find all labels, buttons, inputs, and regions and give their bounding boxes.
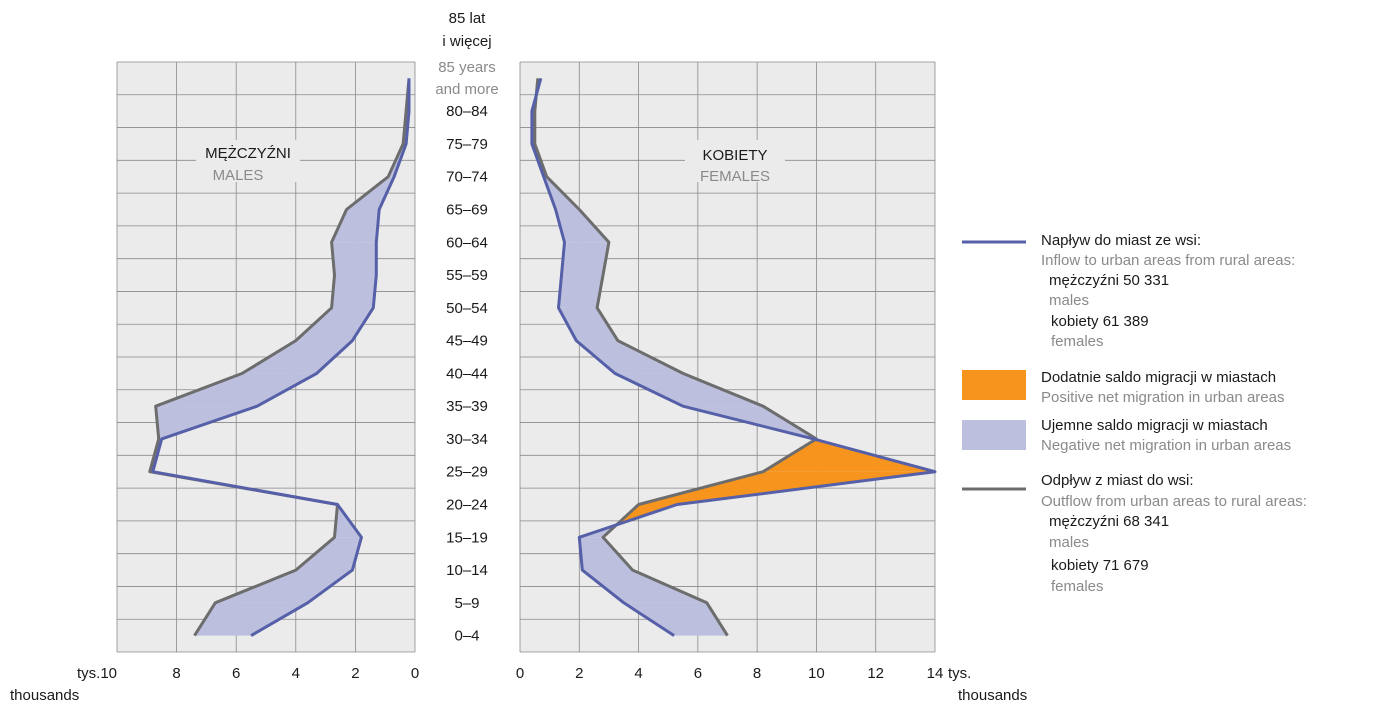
legend: Napływ do miast ze wsi: Inflow to urban … bbox=[962, 232, 1307, 595]
legend-positive-label-en: Positive net migration in urban areas bbox=[1041, 389, 1284, 406]
males-title-box bbox=[196, 140, 300, 182]
negative-net-segment bbox=[331, 242, 377, 276]
age-label: 70–74 bbox=[446, 169, 488, 186]
left-tick-label: 8 bbox=[172, 665, 180, 682]
flow-lines bbox=[148, 78, 937, 637]
left-tick-label: 6 bbox=[232, 665, 240, 682]
right-tick-label: 14 bbox=[927, 665, 944, 682]
negative-net-segment bbox=[614, 373, 764, 407]
age-label: 15–19 bbox=[446, 529, 488, 546]
age-label: 80–84 bbox=[446, 103, 488, 120]
age-group-labels: 0–4 5–9 10–14 15–19 20–24 25–29 30–34 35–39 40–4… bbox=[446, 103, 488, 644]
legend-inflow-males: mężczyźni 50 331 bbox=[1049, 272, 1169, 289]
age-label: 30–34 bbox=[446, 431, 488, 448]
legend-outflow-label-en: Outflow from urban areas to rural areas: bbox=[1041, 493, 1307, 510]
females-inflow-line bbox=[530, 78, 937, 637]
females-title: KOBIETY bbox=[702, 147, 767, 164]
age-label: 75–79 bbox=[446, 136, 488, 153]
age-label: 55–59 bbox=[446, 267, 488, 284]
negative-net-segment bbox=[579, 537, 633, 571]
right-tick-label: 10 bbox=[808, 665, 825, 682]
legend-outflow-females-en: females bbox=[1051, 578, 1104, 595]
age-label: 20–24 bbox=[446, 497, 488, 514]
positive-net-segment bbox=[763, 439, 935, 472]
negative-net-segment bbox=[558, 275, 603, 308]
legend-inflow-males-en: males bbox=[1049, 292, 1089, 309]
negative-net-segment bbox=[576, 340, 684, 374]
age-label: 65–69 bbox=[446, 202, 488, 219]
legend-inflow-females: kobiety 61 389 bbox=[1051, 313, 1149, 330]
negative-net-segment bbox=[194, 602, 308, 636]
age-label: 50–54 bbox=[446, 300, 488, 317]
right-tick-label: 0 bbox=[516, 665, 524, 682]
males-outflow-line bbox=[148, 78, 411, 637]
top-age-label-line2: i więcej bbox=[442, 33, 491, 50]
legend-negative-label: Ujemne saldo migracji w miastach bbox=[1041, 417, 1268, 434]
age-label: 25–29 bbox=[446, 464, 488, 481]
left-tick-label: 0 bbox=[411, 665, 419, 682]
males-title-en: MALES bbox=[213, 167, 264, 184]
legend-outflow-males: mężczyźni 68 341 bbox=[1049, 513, 1169, 530]
negative-net-segment bbox=[295, 307, 374, 341]
top-age-label-line1: 85 lat bbox=[449, 10, 487, 27]
top-age-label-en-line2: and more bbox=[435, 81, 498, 98]
legend-outflow-females: kobiety 71 679 bbox=[1051, 557, 1149, 574]
x-axis-ticks: tys.10 8 6 4 2 0 0 2 4 6 8 10 12 14 bbox=[77, 665, 943, 682]
right-tick-label: 2 bbox=[575, 665, 583, 682]
top-age-label-en-line1: 85 years bbox=[438, 59, 496, 76]
legend-negative-label-en: Negative net migration in urban areas bbox=[1041, 437, 1291, 454]
males-inflow-line bbox=[151, 78, 411, 637]
females-outflow-line bbox=[533, 78, 818, 637]
age-label: 0–4 bbox=[454, 628, 479, 645]
age-label: 10–14 bbox=[446, 562, 488, 579]
legend-positive-label: Dodatnie saldo migracji w miastach bbox=[1041, 369, 1276, 386]
left-tick-label: 4 bbox=[292, 665, 300, 682]
right-unit-label-en: thousands bbox=[958, 687, 1027, 704]
legend-negative-swatch bbox=[962, 420, 1026, 450]
negative-net-segment bbox=[623, 602, 728, 636]
age-label: 5–9 bbox=[454, 595, 479, 612]
legend-inflow-label-en: Inflow to urban areas from rural areas: bbox=[1041, 252, 1295, 269]
females-title-en: FEMALES bbox=[700, 168, 770, 185]
age-label: 45–49 bbox=[446, 333, 488, 350]
males-title: MĘŻCZYŹNI bbox=[205, 144, 291, 162]
negative-net-segment bbox=[561, 242, 609, 276]
left-unit-label-en: thousands bbox=[10, 687, 79, 704]
left-tick-label: 2 bbox=[351, 665, 359, 682]
legend-positive-swatch bbox=[962, 370, 1026, 400]
age-label: 60–64 bbox=[446, 234, 488, 251]
negative-net-segment bbox=[295, 537, 362, 571]
legend-outflow-males-en: males bbox=[1049, 534, 1089, 551]
negative-net-segment bbox=[331, 275, 377, 308]
right-tick-label: 12 bbox=[867, 665, 884, 682]
age-label: 40–44 bbox=[446, 365, 488, 382]
right-tick-label: 4 bbox=[634, 665, 642, 682]
legend-outflow-label: Odpływ z miast do wsi: bbox=[1041, 472, 1194, 489]
right-tick-label: 8 bbox=[753, 665, 761, 682]
negative-net-segment bbox=[155, 373, 317, 407]
right-unit-label: tys. bbox=[948, 665, 971, 682]
negative-net-segment bbox=[555, 209, 609, 243]
females-title-box bbox=[685, 140, 785, 182]
left-tick-label: tys.10 bbox=[77, 665, 117, 682]
right-tick-label: 6 bbox=[694, 665, 702, 682]
legend-inflow-females-en: females bbox=[1051, 333, 1104, 350]
legend-inflow-label: Napływ do miast ze wsi: bbox=[1041, 232, 1201, 249]
age-label: 35–39 bbox=[446, 398, 488, 415]
